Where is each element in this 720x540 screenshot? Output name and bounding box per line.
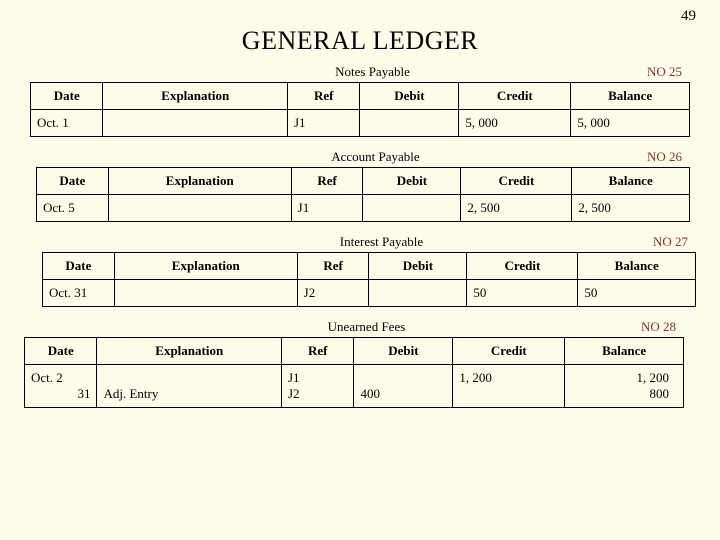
account-block: Unearned FeesNO 28DateExplanationRefDebi… — [24, 319, 684, 408]
cell-explanation: Adj. Entry — [97, 365, 282, 408]
col-header-debit: Debit — [360, 83, 459, 110]
col-header-credit: Credit — [459, 83, 571, 110]
cell-debit — [360, 110, 459, 137]
cell-explanation — [108, 195, 291, 222]
cell-ref: J1J2 — [282, 365, 354, 408]
table-header-row: DateExplanationRefDebitCreditBalance — [43, 253, 696, 280]
account-name: Notes Payable — [98, 64, 647, 80]
table-row: Oct. 1 J1 5, 0005, 000 — [31, 110, 690, 137]
cell-credit: 2, 500 — [461, 195, 572, 222]
cell-balance: 1, 200800 — [565, 365, 684, 408]
account-block: Account PayableNO 26DateExplanationRefDe… — [36, 149, 690, 222]
account-header: Unearned FeesNO 28 — [26, 319, 682, 337]
col-header-ref: Ref — [291, 168, 363, 195]
account-header: Notes PayableNO 25 — [32, 64, 688, 82]
cell-credit: 50 — [467, 280, 578, 307]
ledger-table: DateExplanationRefDebitCreditBalanceOct.… — [24, 337, 684, 408]
col-header-ref: Ref — [282, 338, 354, 365]
cell-date: Oct. 31 — [43, 280, 115, 307]
table-row: Oct. 31 J2 5050 — [43, 280, 696, 307]
table-row: Oct. 5 J1 2, 5002, 500 — [37, 195, 690, 222]
account-block: Interest PayableNO 27DateExplanationRefD… — [42, 234, 696, 307]
cell-date: Oct. 5 — [37, 195, 109, 222]
cell-balance: 2, 500 — [572, 195, 690, 222]
ledger-table: DateExplanationRefDebitCreditBalanceOct.… — [36, 167, 690, 222]
account-name: Unearned Fees — [92, 319, 641, 335]
table-row: Oct. 231 Adj. EntryJ1J2 4001, 200 1, 200… — [25, 365, 684, 408]
ledger-table: DateExplanationRefDebitCreditBalanceOct.… — [42, 252, 696, 307]
page-number: 49 — [681, 8, 696, 25]
cell-date: Oct. 1 — [31, 110, 103, 137]
col-header-credit: Credit — [467, 253, 578, 280]
col-header-explanation: Explanation — [97, 338, 282, 365]
col-header-date: Date — [43, 253, 115, 280]
col-header-balance: Balance — [572, 168, 690, 195]
account-number: NO 26 — [647, 149, 682, 165]
account-block: Notes PayableNO 25DateExplanationRefDebi… — [30, 64, 690, 137]
cell-debit — [363, 195, 461, 222]
col-header-explanation: Explanation — [114, 253, 297, 280]
cell-explanation — [114, 280, 297, 307]
col-header-ref: Ref — [297, 253, 369, 280]
table-header-row: DateExplanationRefDebitCreditBalance — [31, 83, 690, 110]
account-number: NO 25 — [647, 64, 682, 80]
col-header-date: Date — [25, 338, 97, 365]
account-name: Interest Payable — [110, 234, 653, 250]
col-header-debit: Debit — [354, 338, 453, 365]
col-header-credit: Credit — [461, 168, 572, 195]
col-header-ref: Ref — [288, 83, 360, 110]
cell-ref: J1 — [288, 110, 360, 137]
col-header-date: Date — [31, 83, 103, 110]
cell-ref: J1 — [291, 195, 363, 222]
cell-credit: 5, 000 — [459, 110, 571, 137]
table-header-row: DateExplanationRefDebitCreditBalance — [37, 168, 690, 195]
col-header-balance: Balance — [571, 83, 690, 110]
page-title: GENERAL LEDGER — [30, 26, 690, 56]
ledger-table: DateExplanationRefDebitCreditBalanceOct.… — [30, 82, 690, 137]
cell-credit: 1, 200 — [453, 365, 565, 408]
account-header: Interest PayableNO 27 — [44, 234, 694, 252]
cell-ref: J2 — [297, 280, 369, 307]
col-header-date: Date — [37, 168, 109, 195]
table-header-row: DateExplanationRefDebitCreditBalance — [25, 338, 684, 365]
cell-explanation — [103, 110, 288, 137]
cell-balance: 5, 000 — [571, 110, 690, 137]
account-header: Account PayableNO 26 — [38, 149, 688, 167]
cell-debit: 400 — [354, 365, 453, 408]
col-header-credit: Credit — [453, 338, 565, 365]
col-header-debit: Debit — [363, 168, 461, 195]
cell-balance: 50 — [578, 280, 696, 307]
cell-date: Oct. 231 — [25, 365, 97, 408]
col-header-explanation: Explanation — [108, 168, 291, 195]
account-name: Account Payable — [104, 149, 647, 165]
col-header-balance: Balance — [565, 338, 684, 365]
account-number: NO 27 — [653, 234, 688, 250]
col-header-balance: Balance — [578, 253, 696, 280]
cell-debit — [369, 280, 467, 307]
col-header-explanation: Explanation — [103, 83, 288, 110]
col-header-debit: Debit — [369, 253, 467, 280]
account-number: NO 28 — [641, 319, 676, 335]
